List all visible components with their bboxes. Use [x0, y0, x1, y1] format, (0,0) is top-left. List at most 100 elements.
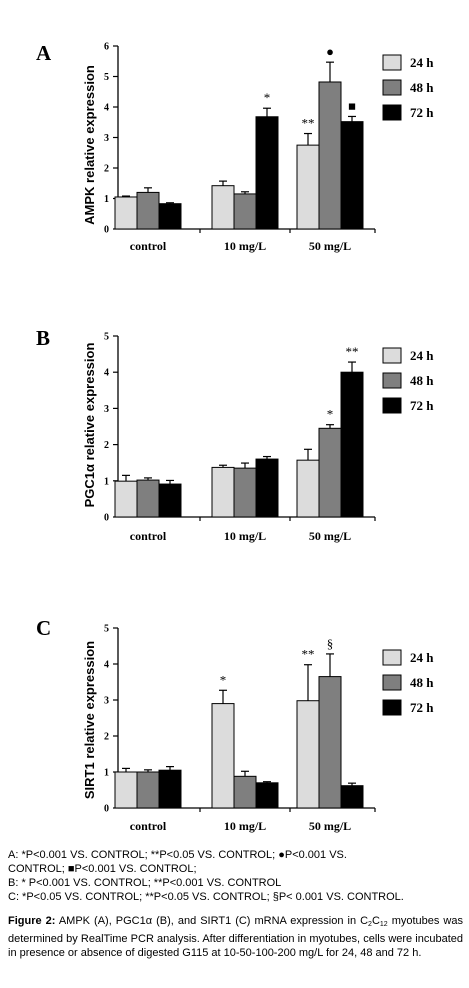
legend-label: 24 h: [410, 650, 434, 665]
y-tick-label: 5: [104, 624, 109, 635]
y-tick-label: 1: [104, 476, 109, 487]
bar: [233, 775, 257, 809]
bar: [296, 459, 320, 518]
bar: [158, 203, 182, 230]
legend-swatch: [382, 649, 402, 666]
y-tick-label: 4: [104, 103, 109, 114]
y-tick-label: 6: [104, 42, 109, 53]
legend-swatch: [382, 79, 402, 96]
bar: [136, 479, 160, 518]
significance-marker: *: [264, 90, 271, 105]
legend-swatch: [382, 699, 402, 716]
y-tick-label: 1: [104, 768, 109, 779]
bar: [340, 785, 364, 809]
bar: [211, 185, 235, 230]
bar: [211, 466, 235, 518]
figure-canvas: A 0 1 2 3 4 5 6 AMPK relative expression control 1…: [36, 41, 434, 833]
significance-marker: **: [302, 647, 315, 662]
legend-label: 48 h: [410, 675, 434, 690]
bar: [114, 480, 138, 518]
y-tick-label: 4: [104, 368, 109, 379]
caption-label: Figure 2:: [8, 915, 56, 927]
legend-label: 72 h: [410, 105, 434, 120]
bar: [114, 771, 138, 809]
legend: 24 h 48 h 72 h: [382, 54, 434, 121]
category-label: 10 mg/L: [224, 819, 266, 833]
bar: [136, 191, 160, 230]
y-tick-label: 5: [104, 72, 109, 83]
category-label: 10 mg/L: [224, 529, 266, 543]
significance-marker: *: [220, 672, 227, 687]
notes-line-c: C: *P<0.05 VS. CONTROL; **P<0.05 VS. CON…: [8, 891, 404, 903]
y-tick-label: 2: [104, 732, 109, 743]
y-tick-label: 2: [104, 440, 109, 451]
bar: [296, 144, 320, 230]
y-tick-label: 5: [104, 332, 109, 343]
legend-label: 48 h: [410, 373, 434, 388]
caption-sub-2: 12: [379, 921, 388, 928]
bar: [158, 769, 182, 809]
category-label: control: [130, 819, 167, 833]
bar: [233, 467, 257, 518]
bar: [233, 193, 257, 230]
category-label: 50 mg/L: [309, 239, 351, 253]
significance-marker: **: [302, 116, 315, 131]
y-tick-label: 3: [104, 696, 109, 707]
legend-label: 48 h: [410, 80, 434, 95]
bar: [158, 483, 182, 518]
y-tick-label: 3: [104, 404, 109, 415]
category-label: 50 mg/L: [309, 529, 351, 543]
y-tick-label: 2: [104, 164, 109, 175]
bar: [340, 121, 364, 230]
significance-marker: ●: [326, 44, 334, 59]
legend: 24 h 48 h 72 h: [382, 649, 434, 716]
bar: [340, 371, 364, 518]
bar: [136, 771, 160, 809]
significance-notes: A: *P<0.001 VS. CONTROL; **P<0.05 VS. CO…: [8, 848, 463, 904]
bar: [211, 703, 235, 809]
caption-c: C: [371, 915, 380, 927]
legend-swatch: [382, 54, 402, 71]
bar: [318, 81, 342, 230]
bar: [318, 676, 342, 809]
figure-caption: Figure 2: AMPK (A), PGC1α (B), and SIRT1…: [8, 914, 463, 960]
legend-label: 72 h: [410, 700, 434, 715]
y-axis-label: AMPK relative expression: [82, 65, 97, 225]
legend-label: 24 h: [410, 55, 434, 70]
significance-marker: ■: [348, 98, 356, 113]
bar: [255, 116, 279, 230]
caption-text-1: AMPK (A), PGC1α (B), and SIRT1 (C) mRNA …: [55, 915, 369, 927]
category-label: control: [130, 239, 167, 253]
panel-letter: B: [36, 326, 50, 350]
legend-label: 24 h: [410, 348, 434, 363]
chart-panel-a: A 0 1 2 3 4 5 6 AMPK relative expression control 1…: [36, 41, 434, 253]
legend: 24 h 48 h 72 h: [382, 347, 434, 414]
category-label: control: [130, 529, 167, 543]
bar: [318, 427, 342, 518]
notes-line-a1: A: *P<0.001 VS. CONTROL; **P<0.05 VS. CO…: [8, 849, 347, 861]
chart-panel-b: B 0 1 2 3 4 5 PGC1α relative expression control 1…: [36, 326, 434, 543]
legend-swatch: [382, 372, 402, 389]
notes-line-b: B: * P<0.001 VS. CONTROL; **P<0.001 VS. …: [8, 877, 282, 889]
notes-line-a2: CONTROL; ■P<0.001 VS. CONTROL;: [8, 863, 197, 875]
legend-swatch: [382, 347, 402, 364]
y-tick-label: 0: [104, 804, 109, 815]
bar: [255, 782, 279, 809]
significance-marker: **: [346, 344, 359, 359]
legend-label: 72 h: [410, 398, 434, 413]
y-tick-label: 4: [104, 660, 109, 671]
bar: [114, 196, 138, 230]
y-axis-label: PGC1α relative expression: [82, 343, 97, 508]
y-tick-label: 0: [104, 225, 109, 236]
legend-swatch: [382, 104, 402, 121]
y-tick-label: 1: [104, 194, 109, 205]
y-tick-label: 0: [104, 513, 109, 524]
caption-text-2: myotubes was determined by RealTime PCR …: [8, 915, 463, 959]
bar: [255, 458, 279, 518]
panel-letter: A: [36, 41, 52, 65]
y-axis-label: SIRT1 relative expression: [82, 641, 97, 799]
legend-swatch: [382, 674, 402, 691]
category-label: 10 mg/L: [224, 239, 266, 253]
bar: [296, 700, 320, 809]
caption-sub-1: 2: [368, 921, 372, 928]
